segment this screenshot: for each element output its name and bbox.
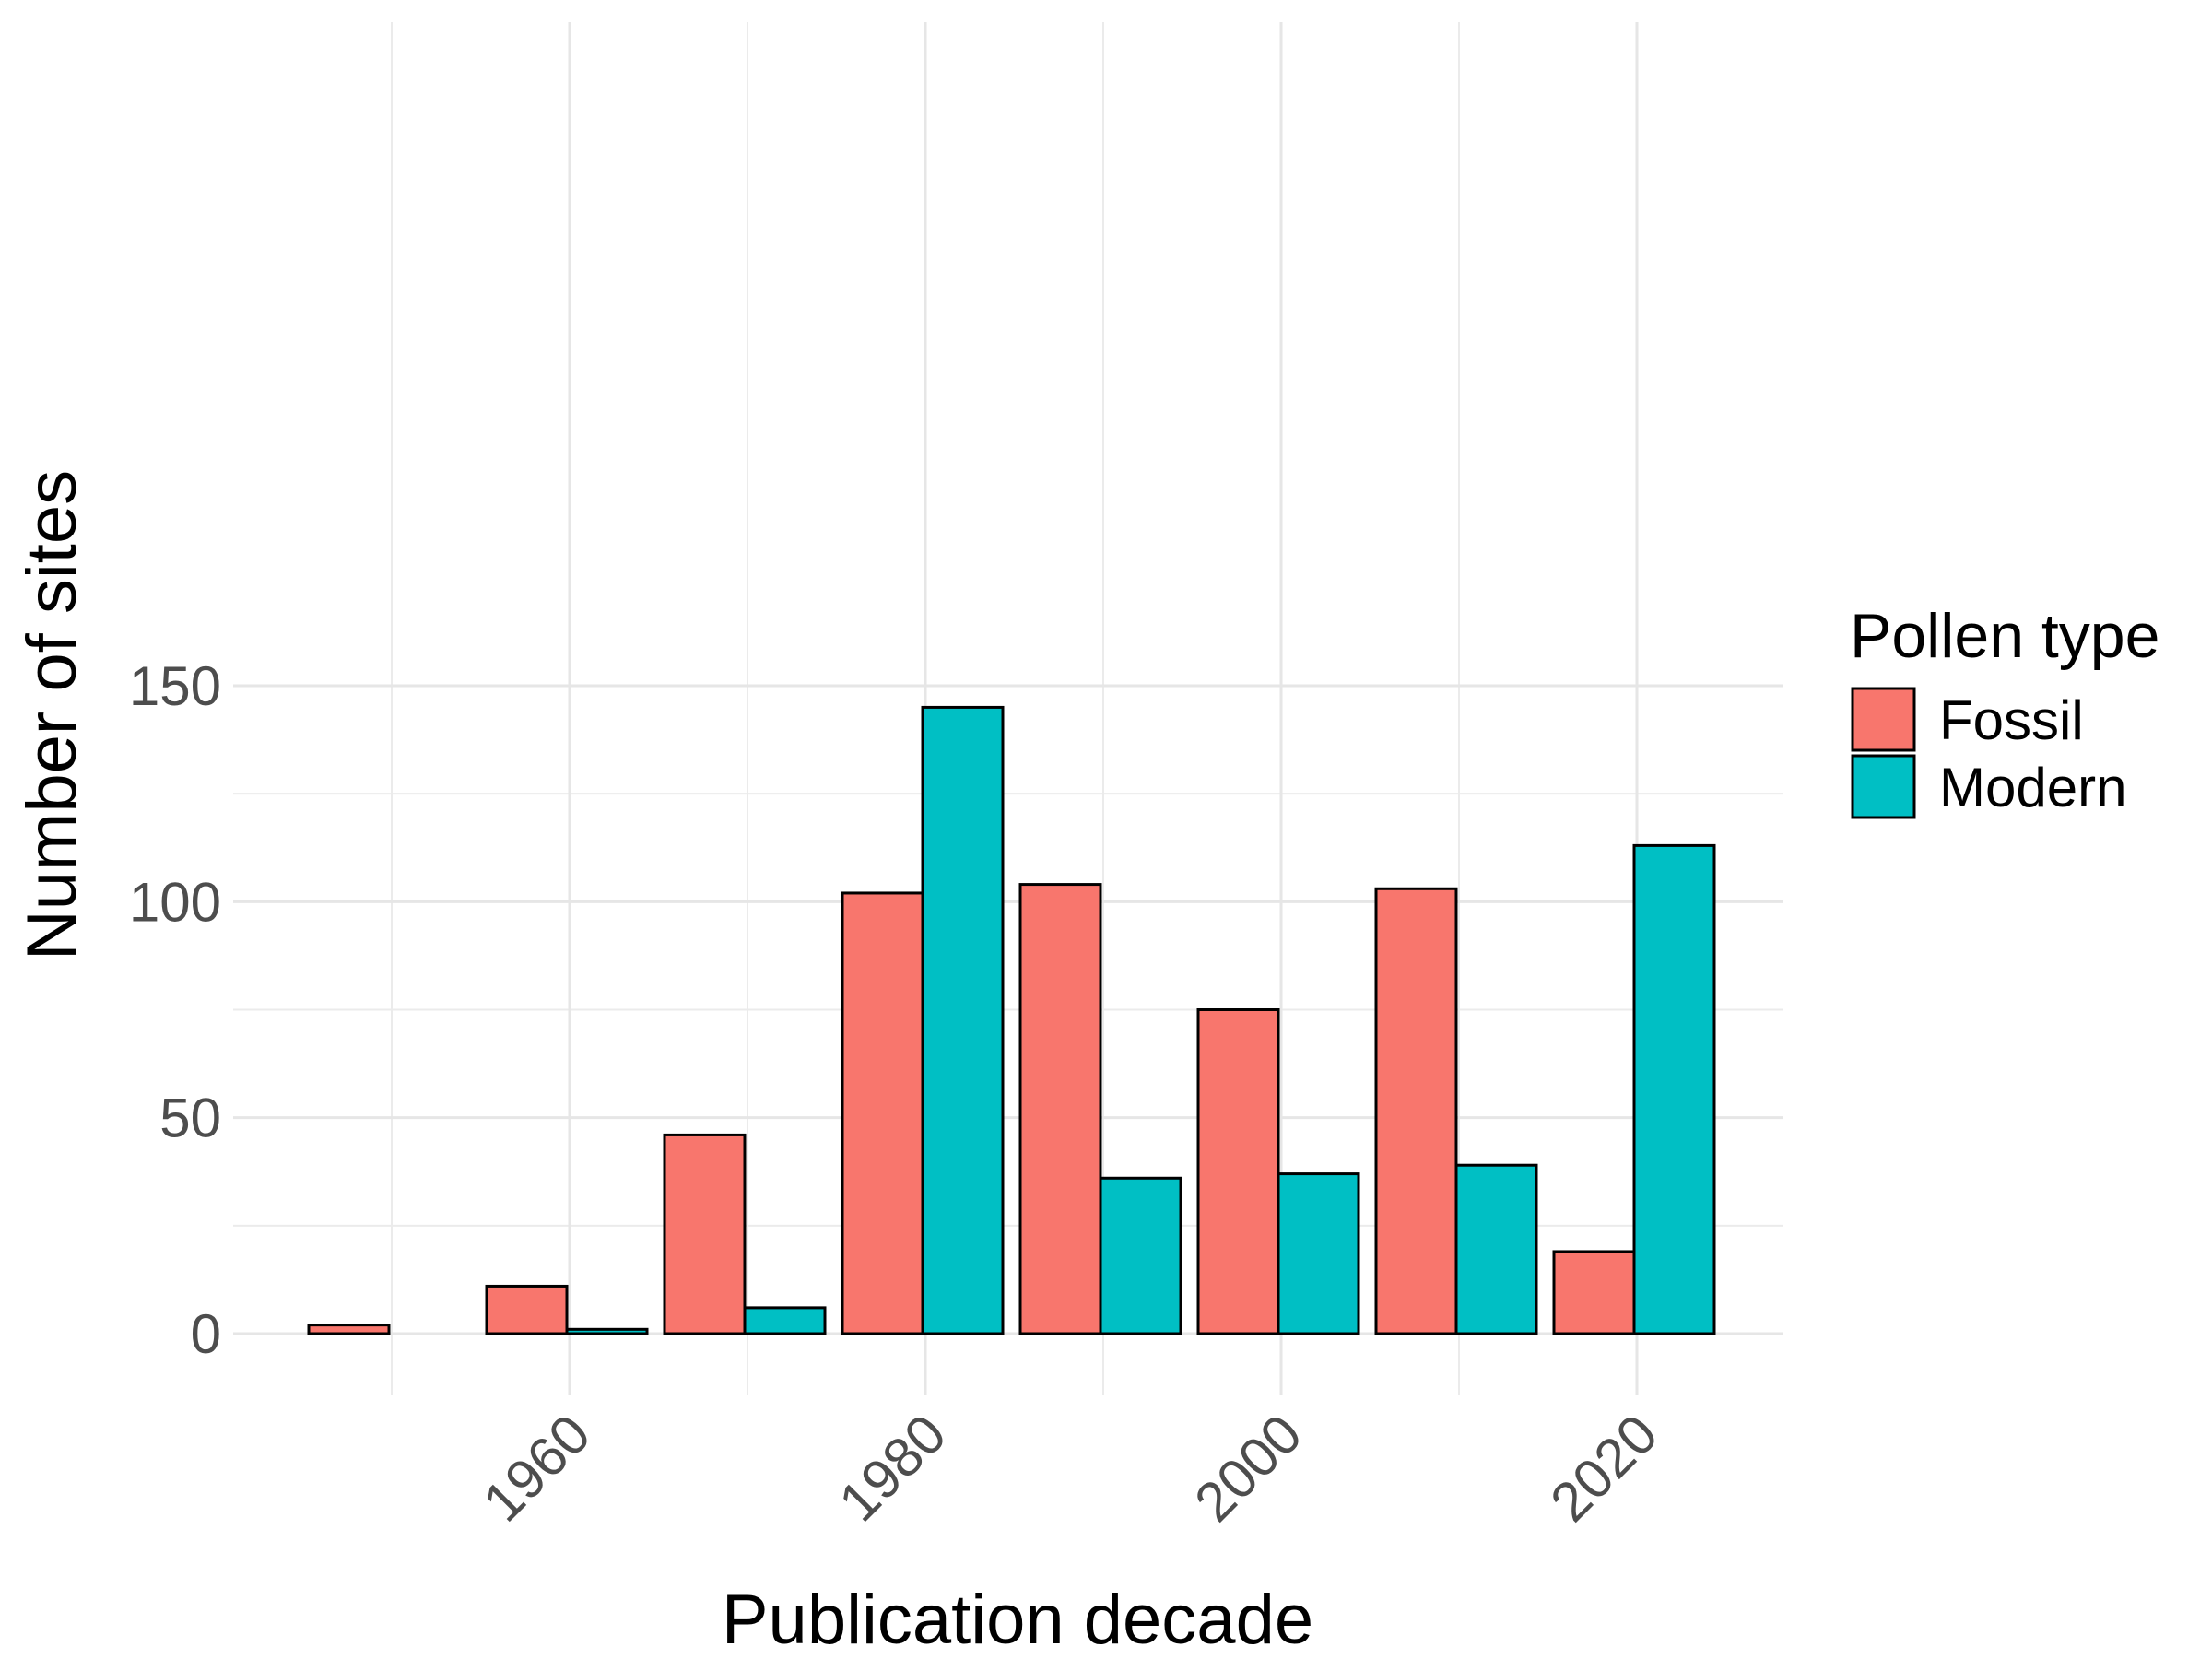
x-tick-label: 2020 (1538, 1403, 1669, 1534)
bar-modern-1980 (921, 705, 1005, 1335)
legend-title: Pollen type (1850, 601, 2159, 671)
bar-fossil-1980 (841, 891, 924, 1335)
bar-modern-1970 (743, 1306, 827, 1335)
grid-lines (233, 22, 1783, 1395)
bar-modern-2000 (1277, 1172, 1360, 1335)
x-tick-label: 2000 (1182, 1403, 1313, 1534)
bar-fossil-1970 (663, 1133, 747, 1335)
x-axis-ticks: 1960 1980 2000 2020 (471, 1403, 1669, 1534)
y-axis-title: Number of sites (13, 470, 91, 960)
x-axis-title: Publication decade (722, 1581, 1313, 1659)
y-axis-ticks: 0 50 100 150 (129, 655, 221, 1365)
y-tick-label: 100 (129, 871, 221, 933)
x-tick-label: 1960 (471, 1403, 602, 1534)
bars (307, 705, 1716, 1335)
legend-label-modern: Modern (1939, 757, 2126, 818)
bar-fossil-1950 (307, 1324, 391, 1335)
bar-fossil-2000 (1196, 1007, 1280, 1335)
bar-modern-2020 (1632, 843, 1716, 1335)
legend-key-fossil (1851, 687, 1916, 752)
bar-fossil-2020 (1552, 1250, 1636, 1335)
bar-modern-2010 (1454, 1163, 1538, 1335)
x-tick-label: 1980 (827, 1403, 958, 1534)
legend-key-modern (1851, 754, 1916, 819)
y-tick-label: 50 (159, 1088, 221, 1149)
bar-fossil-1960 (485, 1284, 569, 1335)
bar-fossil-2010 (1374, 887, 1458, 1335)
bar-modern-1960 (565, 1327, 649, 1335)
bar-fossil-1990 (1018, 883, 1102, 1335)
y-tick-label: 0 (191, 1303, 221, 1365)
bar-modern-1990 (1099, 1176, 1182, 1335)
y-tick-label: 150 (129, 655, 221, 717)
legend-label-fossil: Fossil (1939, 689, 2084, 751)
